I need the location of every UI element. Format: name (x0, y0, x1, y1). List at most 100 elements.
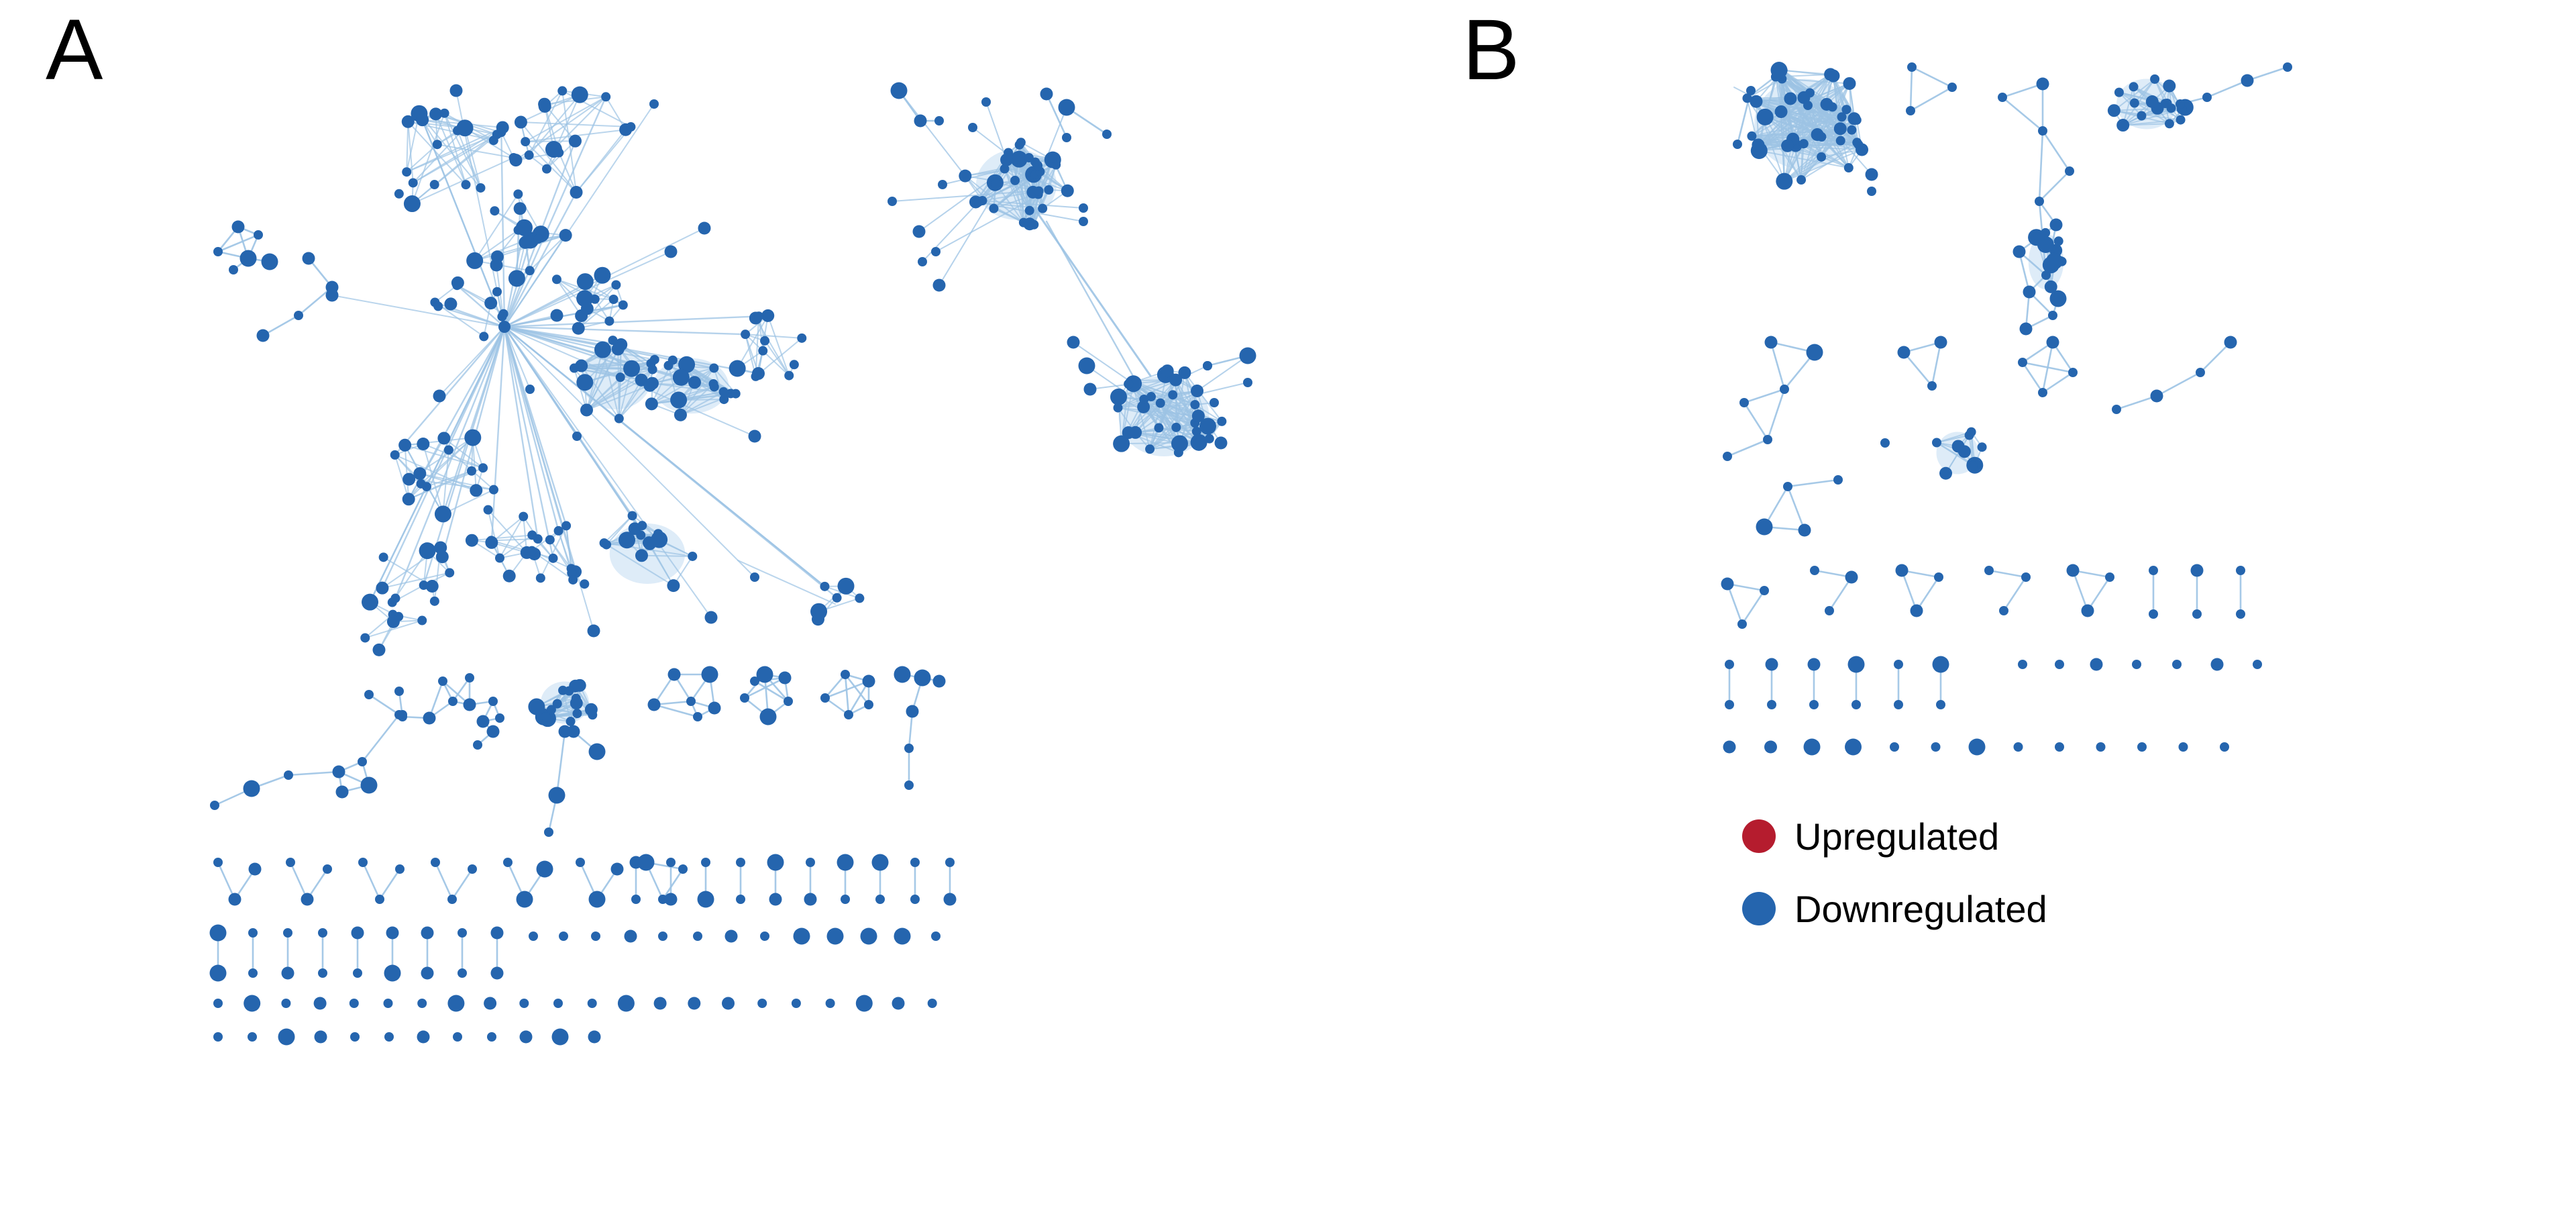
gene-node (394, 687, 404, 696)
gene-node (552, 699, 562, 709)
gene-node (261, 253, 278, 270)
gene-node (871, 854, 889, 871)
gene-node (514, 115, 527, 129)
gene-node (2021, 572, 2031, 582)
gene-node (550, 309, 564, 322)
network-edge (361, 713, 400, 763)
gene-node (750, 572, 759, 582)
gene-node (2137, 111, 2147, 121)
network-edge (764, 340, 790, 376)
network-edge (262, 314, 300, 337)
gene-node (490, 258, 503, 272)
gene-node (1079, 217, 1088, 226)
network-edge (603, 542, 674, 587)
network-edge (474, 193, 519, 262)
gene-node (748, 430, 761, 443)
network-edge (456, 285, 504, 315)
gene-node (626, 122, 636, 132)
gene-node (458, 968, 467, 978)
gene-node (693, 932, 702, 941)
network-edge (545, 94, 581, 170)
gene-node (1737, 619, 1747, 629)
gene-node (2018, 358, 2027, 367)
network-edge (287, 770, 340, 776)
gene-node (470, 484, 483, 497)
network-edge (1803, 97, 1872, 175)
network-edge (490, 515, 525, 544)
network-edge (504, 326, 712, 618)
network-edge (558, 152, 578, 193)
gene-node (2038, 126, 2047, 136)
network-edge (428, 680, 444, 719)
gene-node (453, 1032, 462, 1042)
gene-node (1154, 423, 1164, 433)
gene-node (2023, 285, 2036, 299)
gene-node (793, 927, 810, 945)
gene-node (1764, 740, 1777, 754)
gene-node (461, 180, 471, 190)
network-edge (394, 454, 410, 500)
gene-node (464, 429, 482, 446)
gene-node (2224, 336, 2237, 349)
gene-node (1239, 347, 1256, 364)
network-edge (515, 96, 607, 161)
gene-node (248, 862, 262, 876)
gene-node (1927, 381, 1937, 391)
network-edge (500, 132, 515, 159)
gene-node (991, 179, 1001, 189)
gene-node (615, 372, 625, 383)
gene-node (688, 551, 698, 561)
network-edge (504, 315, 557, 328)
gene-node (1851, 700, 1861, 709)
gene-node (797, 333, 807, 343)
gene-node (709, 382, 719, 392)
network-edge (1726, 438, 1769, 458)
gene-node (584, 703, 598, 716)
gene-node (349, 999, 359, 1008)
gene-node (1742, 93, 1752, 103)
network-edge (362, 861, 381, 901)
gene-node (229, 265, 238, 274)
gene-node (248, 928, 258, 938)
gene-node (1910, 604, 1923, 617)
gene-node (548, 553, 558, 563)
gene-node (473, 740, 482, 750)
gene-node (653, 997, 667, 1010)
network-edge (503, 325, 747, 336)
gene-node (509, 154, 523, 167)
gene-node (670, 391, 688, 409)
network-edge (504, 326, 578, 437)
gene-node (635, 549, 648, 562)
gene-node (927, 999, 937, 1008)
gene-node (1810, 566, 1819, 575)
gene-node (2164, 119, 2174, 129)
gene-node (2035, 197, 2044, 206)
network-edge (680, 367, 715, 416)
network-edge (2246, 66, 2289, 82)
gene-node (1067, 336, 1080, 349)
gene-node (649, 99, 659, 109)
gene-node (449, 84, 463, 97)
gene-node (678, 864, 688, 874)
gene-node (398, 438, 412, 452)
gene-node (649, 354, 659, 364)
gene-node (614, 413, 624, 423)
gene-node (386, 926, 399, 940)
network-edge (2038, 130, 2044, 203)
gene-node (445, 568, 455, 578)
network-edge (1770, 341, 1786, 391)
network-edge (1142, 406, 1200, 446)
gene-node (456, 119, 474, 137)
gene-node (335, 785, 349, 799)
network-edge (1757, 116, 1843, 146)
network-edge (412, 126, 504, 184)
gene-node (1199, 417, 1217, 435)
gene-node (837, 854, 854, 871)
gene-node (513, 189, 523, 199)
gene-node (651, 531, 668, 548)
network-edge (745, 334, 803, 339)
gene-node (1079, 203, 1088, 213)
gene-node (521, 137, 531, 147)
gene-node (350, 1032, 360, 1042)
gene-node (658, 932, 667, 941)
